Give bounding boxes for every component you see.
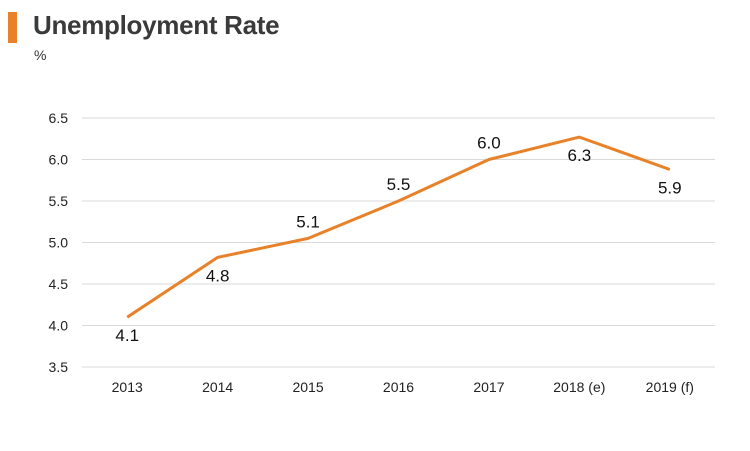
y-tick-label: 4.5 [49, 276, 69, 292]
data-label: 6.0 [477, 134, 501, 153]
data-label: 5.1 [296, 212, 320, 231]
y-tick-label: 5.5 [49, 193, 69, 209]
y-tick-label: 6.5 [49, 110, 69, 126]
y-tick-label: 5.0 [49, 235, 69, 251]
y-axis-ticks: 3.5 4.0 4.5 5.0 5.5 6.0 6.5 [49, 110, 69, 375]
x-tick-label: 2013 [112, 379, 143, 395]
y-tick-label: 3.5 [49, 359, 69, 375]
x-tick-label: 2014 [202, 379, 233, 395]
chart-title: Unemployment Rate [33, 10, 280, 40]
y-tick-label: 6.0 [49, 152, 69, 168]
data-label: 5.5 [387, 175, 411, 194]
x-tick-label: 2016 [383, 379, 414, 395]
x-axis-ticks: 2013 2014 2015 2016 2017 2018 (e) 2019 (f) [112, 379, 694, 395]
series-line [126, 135, 671, 319]
data-label: 4.1 [115, 326, 139, 345]
data-label: 6.3 [568, 146, 592, 165]
gridlines [82, 117, 715, 368]
x-tick-label: 2017 [473, 379, 504, 395]
x-tick-label: 2018 (e) [553, 379, 605, 395]
y-tick-label: 4.0 [49, 318, 69, 334]
x-tick-label: 2015 [292, 379, 323, 395]
data-label: 4.8 [206, 266, 230, 285]
data-labels: 4.1 4.8 5.1 5.5 6.0 6.3 5.9 [115, 134, 681, 346]
data-label: 5.9 [658, 178, 682, 197]
unit-label: % [34, 47, 47, 63]
title-accent-bar [8, 12, 17, 43]
x-tick-label: 2019 (f) [646, 379, 694, 395]
